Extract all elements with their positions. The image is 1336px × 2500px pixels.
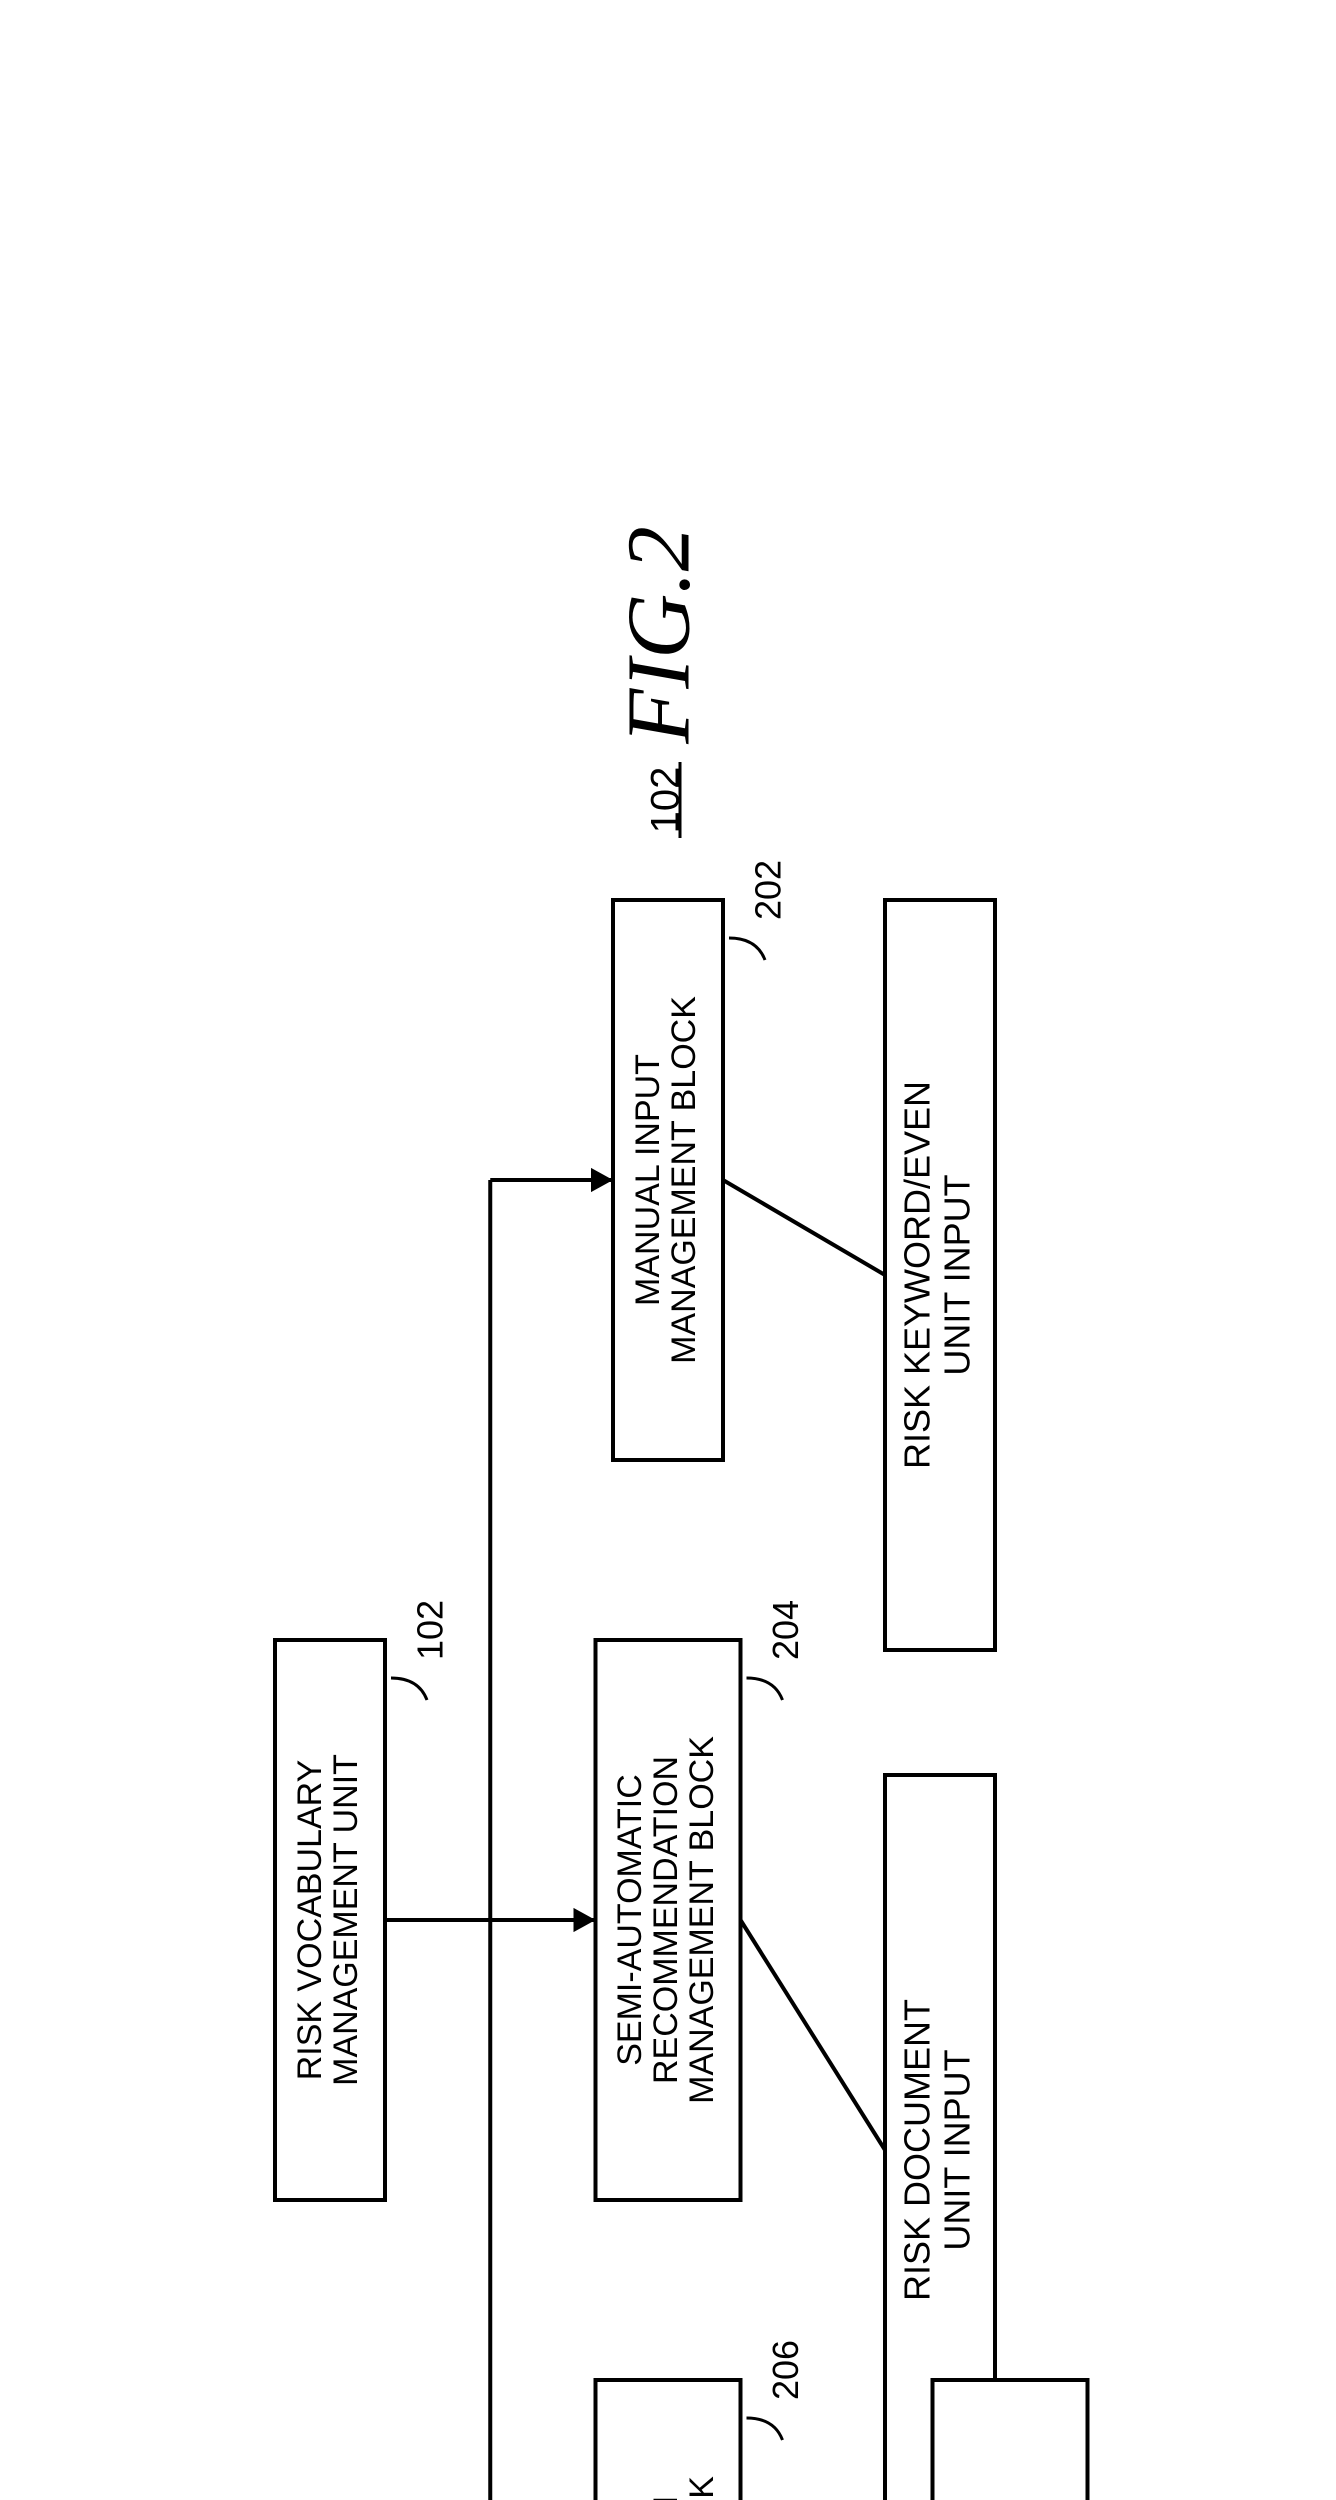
b204-box: SEMI-AUTOMATICRECOMMENDATIONMANAGEMENT B…	[596, 1640, 741, 2200]
d2-line-1: UNIT INPUT	[937, 2049, 978, 2250]
d1-line-1: UNIT INPUT	[937, 1174, 978, 1375]
ref-206-text: 206	[765, 2340, 806, 2400]
d3-rect	[933, 2380, 1088, 2500]
ref-204-leader	[747, 1678, 783, 1700]
src-box: RISK VOCABULARYMANAGEMENT UNIT	[275, 1640, 385, 2200]
ref-204: 204	[765, 1600, 806, 1660]
b204-line-0: SEMI-AUTOMATIC	[611, 1774, 649, 2066]
b206-line-2: MANAGEMENT BLOCK	[683, 2476, 721, 2500]
figure-title-text: FIG.2	[610, 526, 709, 744]
ref-206-leader	[747, 2418, 783, 2440]
b202-line-0: MANUAL INPUT	[629, 1054, 667, 1306]
src-line-0: RISK VOCABULARY	[291, 1760, 329, 2081]
ref-202: 202	[748, 860, 789, 920]
d2-line-0: RISK DOCUMENT	[897, 1999, 938, 2301]
ref-102-leader	[391, 1678, 427, 1700]
figure-title: FIG.2	[610, 526, 709, 744]
b206-line-1: RECOMMENDATION	[647, 2496, 685, 2500]
connector-b202-d1	[723, 1180, 885, 1275]
ref-102-text: 102	[410, 1600, 451, 1660]
src-line-1: MANAGEMENT UNIT	[327, 1754, 365, 2086]
ref-206: 206	[765, 2340, 806, 2400]
ref-202-text: 202	[748, 860, 789, 920]
d3-box: AUTOMATIC RECOMMENDATIONOF RISK KEYWORK/…	[933, 2380, 1088, 2500]
b202-box: MANUAL INPUTMANAGEMENT BLOCK	[613, 900, 723, 1460]
connector-b204-d2	[741, 1920, 886, 2150]
b202-line-1: MANAGEMENT BLOCK	[665, 996, 703, 1364]
ref-202-leader	[729, 938, 765, 960]
b206-box: AUTOMATICRECOMMENDATIONMANAGEMENT BLOCK	[596, 2380, 741, 2500]
ref-102: 102	[410, 1600, 451, 1660]
arrowhead	[591, 1168, 613, 1192]
d1-line-0: RISK KEYWORD/EVEN	[897, 1081, 938, 1469]
ref-204-text: 204	[765, 1600, 806, 1660]
main-ref: 102	[644, 762, 688, 838]
b204-line-2: MANAGEMENT BLOCK	[683, 1736, 721, 2104]
b204-line-1: RECOMMENDATION	[647, 1756, 685, 2084]
d1-box: RISK KEYWORD/EVENUNIT INPUT	[885, 900, 995, 1650]
